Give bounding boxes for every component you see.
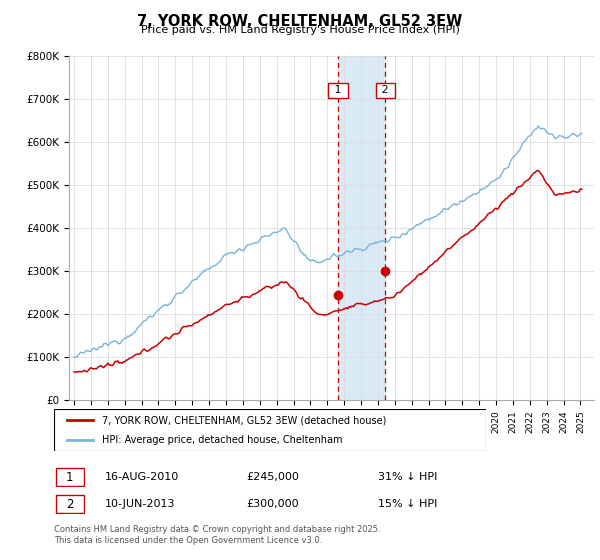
Text: 10-JUN-2013: 10-JUN-2013: [105, 499, 176, 509]
Text: 2: 2: [66, 497, 73, 511]
Text: HPI: Average price, detached house, Cheltenham: HPI: Average price, detached house, Chel…: [101, 435, 342, 445]
Bar: [338, 56, 385, 400]
Text: 16-AUG-2010: 16-AUG-2010: [105, 472, 179, 482]
FancyBboxPatch shape: [56, 468, 83, 486]
FancyBboxPatch shape: [56, 495, 83, 513]
Text: 7, YORK ROW, CHELTENHAM, GL52 3EW (detached house): 7, YORK ROW, CHELTENHAM, GL52 3EW (detac…: [101, 415, 386, 425]
Text: 31% ↓ HPI: 31% ↓ HPI: [378, 472, 437, 482]
Text: 15% ↓ HPI: 15% ↓ HPI: [378, 499, 437, 509]
FancyBboxPatch shape: [54, 409, 486, 451]
Text: 1: 1: [66, 470, 73, 484]
Text: Contains HM Land Registry data © Crown copyright and database right 2025.
This d: Contains HM Land Registry data © Crown c…: [54, 525, 380, 545]
Text: Price paid vs. HM Land Registry's House Price Index (HPI): Price paid vs. HM Land Registry's House …: [140, 25, 460, 35]
Text: 1: 1: [331, 86, 345, 95]
Text: £245,000: £245,000: [246, 472, 299, 482]
Text: £300,000: £300,000: [246, 499, 299, 509]
Text: 2: 2: [378, 86, 392, 95]
Text: 7, YORK ROW, CHELTENHAM, GL52 3EW: 7, YORK ROW, CHELTENHAM, GL52 3EW: [137, 14, 463, 29]
